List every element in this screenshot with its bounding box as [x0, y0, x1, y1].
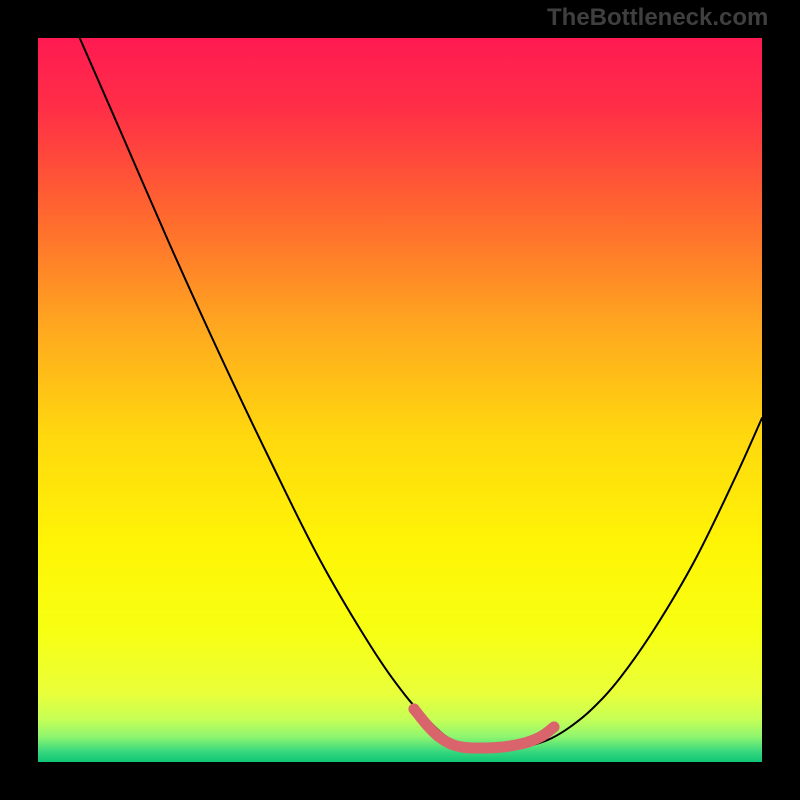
watermark-text: TheBottleneck.com: [547, 4, 768, 32]
curve-layer: [0, 0, 800, 800]
bottleneck-v-curve: [74, 25, 762, 748]
optimal-range-marker-dot: [537, 731, 548, 742]
optimal-range-marker-dot: [433, 731, 444, 742]
optimal-range-marker-dot: [409, 704, 420, 715]
optimal-range-marker-dot: [549, 722, 560, 733]
optimal-range-marker-dot: [523, 737, 534, 748]
optimal-range-marker-dot: [508, 740, 519, 751]
optimal-range-marker-dot: [446, 739, 457, 750]
optimal-range-marker-dot: [422, 720, 433, 731]
optimal-range-marker-dot: [460, 742, 471, 753]
optimal-range-marker-dot: [492, 742, 503, 753]
optimal-range-marker-dot: [476, 743, 487, 754]
